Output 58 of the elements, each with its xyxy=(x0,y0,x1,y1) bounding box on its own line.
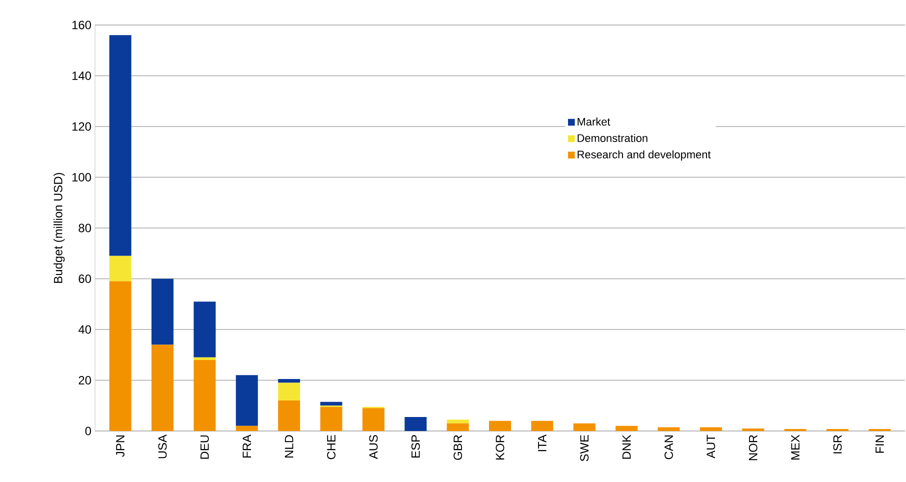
bar xyxy=(573,423,596,431)
x-tick-label: KOR xyxy=(496,435,504,460)
bar xyxy=(109,281,132,431)
x-tick-label: SWE xyxy=(580,435,589,462)
bar xyxy=(109,35,132,256)
bar xyxy=(320,402,342,406)
x-tick-label: ISR xyxy=(833,435,842,454)
bar xyxy=(152,278,174,345)
x-tick-label: USA xyxy=(158,434,167,458)
x-tick-label: GBR xyxy=(454,435,462,460)
bar xyxy=(278,378,300,383)
y-tick-label: 100 xyxy=(72,173,92,182)
bar xyxy=(489,420,512,431)
bar xyxy=(404,417,427,431)
bar xyxy=(446,423,469,431)
x-tick-label: DNK xyxy=(622,434,631,459)
x-tick-label: NLD xyxy=(284,435,294,458)
x-tick-label: JPN xyxy=(116,435,124,457)
y-tick-label: 120 xyxy=(72,122,92,131)
y-tick-label: 20 xyxy=(78,376,92,384)
x-tick-label: ITA xyxy=(538,434,546,452)
x-tick-label: MEX xyxy=(791,434,800,460)
bar xyxy=(194,357,216,360)
x-tick-label: AUT xyxy=(706,434,716,458)
x-tick-label: CHE xyxy=(327,435,336,460)
legend-label: Demonstration xyxy=(578,134,648,142)
x-tick-label: AUS xyxy=(369,435,378,460)
y-tick-label: 140 xyxy=(72,72,92,80)
bar xyxy=(278,400,300,431)
y-tick-label: 0 xyxy=(85,426,92,436)
y-tick-label: 80 xyxy=(78,224,92,232)
y-axis-title: Budget (million USD) xyxy=(54,172,65,283)
bar xyxy=(700,427,722,431)
x-tick-label: DEU xyxy=(200,435,209,459)
x-tick-label: CAN xyxy=(664,436,673,460)
bar xyxy=(236,375,258,426)
bar xyxy=(109,256,132,282)
legend-label: Research and development xyxy=(578,150,711,161)
bar xyxy=(320,406,342,431)
bar xyxy=(278,382,300,401)
bar xyxy=(152,344,174,431)
bar xyxy=(194,302,216,358)
bar xyxy=(531,420,554,431)
x-tick-label: FIN xyxy=(876,435,884,453)
bar xyxy=(742,428,764,431)
bar xyxy=(616,426,638,431)
bar xyxy=(362,408,384,431)
x-tick-label: ESP xyxy=(411,435,420,458)
y-tick-label: 40 xyxy=(78,325,92,334)
legend-label: Market xyxy=(578,118,610,126)
bar xyxy=(236,426,258,431)
y-tick-label: 160 xyxy=(72,20,92,30)
y-tick-label: 60 xyxy=(78,274,92,283)
x-tick-label: FRA xyxy=(242,434,251,458)
bar xyxy=(446,420,469,424)
x-tick-label: NOR xyxy=(748,435,758,460)
bar xyxy=(194,360,216,431)
bar xyxy=(658,427,680,431)
